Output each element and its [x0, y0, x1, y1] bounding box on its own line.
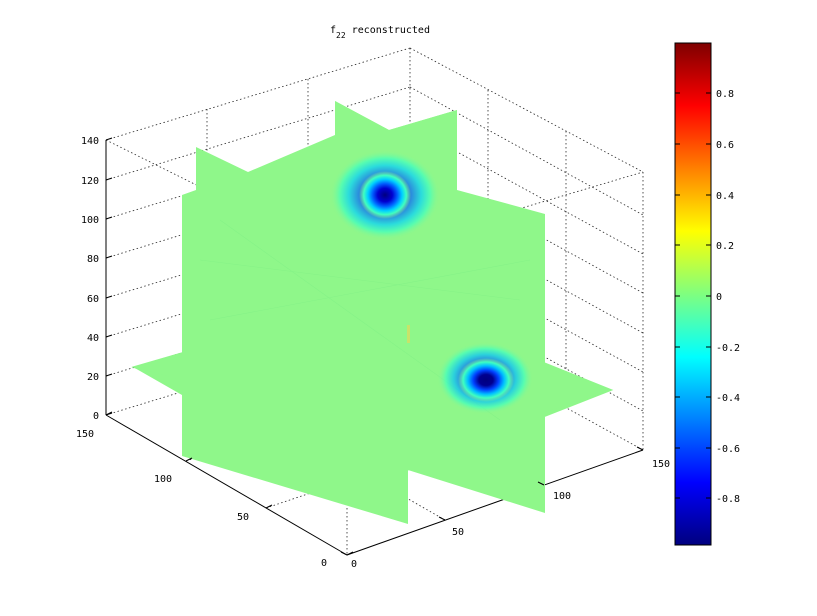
colorbar-tick-label: 0: [716, 292, 722, 303]
horizontal-slice-right: [545, 368, 612, 412]
slice-xz: [182, 101, 545, 524]
horizontal-slice-front: [133, 367, 182, 395]
y-tick-label: 100: [553, 491, 571, 502]
colorbar-tick-label: 0.6: [716, 140, 734, 151]
center-mark: [407, 325, 410, 343]
colorbar-tick-label: -0.2: [716, 343, 740, 354]
x-tick-label: 50: [237, 512, 249, 523]
lower-blob: [458, 358, 514, 402]
x-tick-label: 150: [76, 429, 94, 440]
chart-title: f22 reconstructed: [330, 25, 430, 40]
y-tick-labels: 0 50 100 150: [351, 459, 670, 570]
colorbar-tick-labels: 0.8 0.6 0.4 0.2 0 -0.2 -0.4 -0.6 -0.8: [716, 89, 740, 505]
colorbar-ticks: [675, 92, 711, 499]
axes-box: [105, 140, 644, 556]
colorbar-tick-label: -0.4: [716, 393, 740, 404]
z-tick-labels: 0 20 40 60 80 100 120 140: [81, 136, 99, 422]
colorbar-tick-label: -0.6: [716, 444, 740, 455]
x-tick-label: 0: [321, 558, 327, 569]
x-ticks: [105, 411, 354, 556]
y-tick-label: 0: [351, 559, 357, 570]
z-tick-label: 0: [93, 411, 99, 422]
z-tick-label: 120: [81, 176, 99, 187]
volume-slices: [131, 101, 614, 524]
colorbar-tick-label: 0.2: [716, 241, 734, 252]
x-tick-labels: 150 100 50 0: [76, 429, 327, 569]
z-tick-label: 20: [87, 372, 99, 383]
y-tick-label: 150: [652, 459, 670, 470]
z-tick-label: 140: [81, 136, 99, 147]
upper-blob: [359, 171, 411, 219]
z-tick-label: 100: [81, 215, 99, 226]
z-tick-label: 80: [87, 254, 99, 265]
x-tick-label: 100: [154, 474, 172, 485]
y-ticks: [340, 446, 644, 556]
z-ticks: [105, 137, 113, 416]
colorbar-tick-label: 0.8: [716, 89, 734, 100]
blobs: [330, 150, 533, 414]
front-left-bottom-edge: [105, 414, 348, 556]
colorbar: 0.8 0.6 0.4 0.2 0 -0.2 -0.4 -0.6 -0.8: [674, 42, 740, 546]
colorbar-tick-label: 0.4: [716, 191, 734, 202]
colorbar-gradient: [674, 42, 712, 546]
y-tick-label: 50: [452, 527, 464, 538]
z-tick-label: 40: [87, 333, 99, 344]
front-right-bottom-edge: [346, 449, 644, 556]
z-tick-label: 60: [87, 294, 99, 305]
colorbar-tick-label: -0.8: [716, 494, 740, 505]
